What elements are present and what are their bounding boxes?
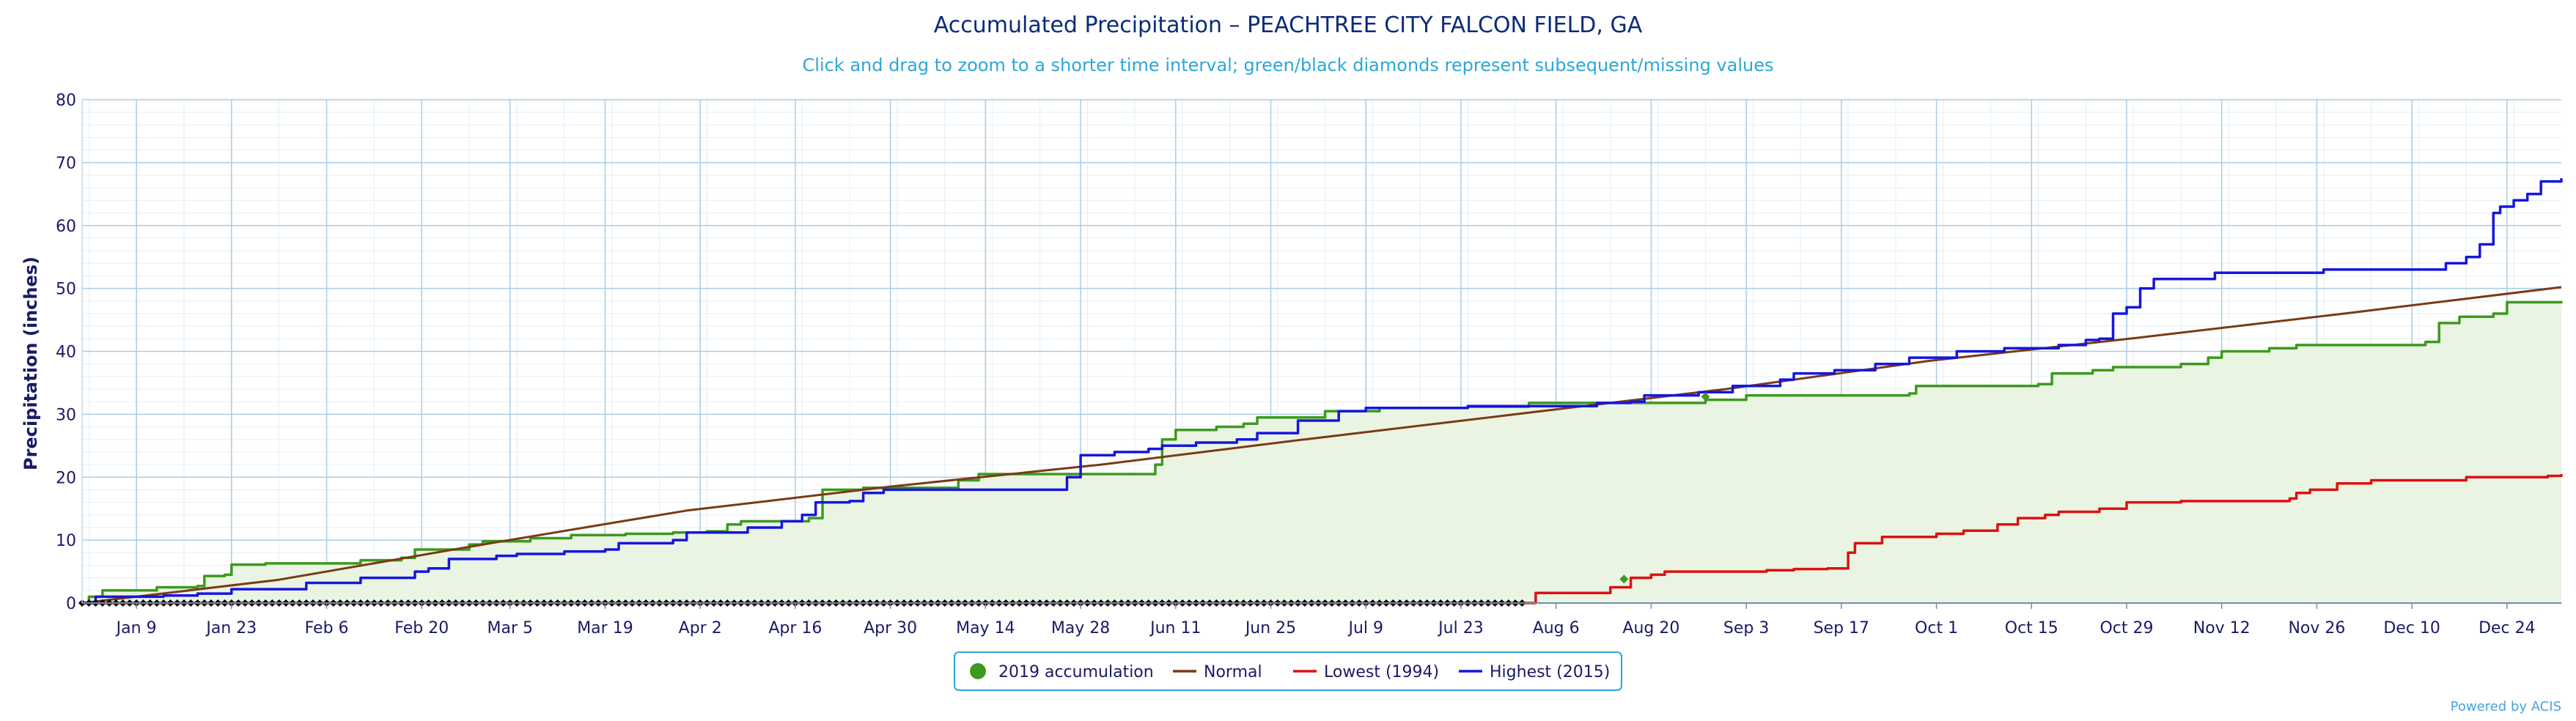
x-tick-label: Nov 12	[2193, 619, 2251, 637]
x-tick-label: Apr 30	[864, 619, 917, 637]
series-line-2019-accumulation[interactable]	[82, 300, 2563, 604]
legend-label: Normal	[1204, 663, 1262, 681]
x-tick-label: Jun 25	[1244, 619, 1296, 637]
x-tick-label: Oct 15	[2005, 619, 2058, 637]
y-tick-label: 50	[56, 281, 76, 299]
x-tick-label: Dec 24	[2479, 619, 2536, 637]
legend-items: 2019 accumulation Normal Lowest (1994) High…	[970, 663, 1610, 681]
legend-swatch-dot	[970, 663, 986, 679]
x-tick-label: Mar 5	[487, 619, 533, 637]
x-tick-label: Apr 16	[768, 619, 822, 637]
y-tick-label: 40	[56, 344, 76, 362]
x-tick-label: May 14	[956, 619, 1015, 637]
legend-label: Lowest (1994)	[1324, 663, 1439, 681]
series-line-normal[interactable]	[81, 286, 2562, 604]
legend-box	[954, 651, 1622, 691]
x-tick-label: Apr 2	[679, 619, 722, 637]
credit-text[interactable]: Powered by ACIS	[2451, 699, 2561, 714]
x-tick-label: Aug 6	[1533, 619, 1580, 637]
legend-item-highest-2015[interactable]: Highest (2015)	[1459, 663, 1610, 681]
y-tick-label: 10	[56, 532, 76, 550]
plot-area[interactable]	[78, 99, 2563, 607]
series-line-highest-2015[interactable]	[82, 178, 2563, 604]
y-tick-label: 30	[56, 406, 76, 424]
series-line-lowest-1994[interactable]	[82, 474, 2563, 604]
legend-item-normal[interactable]: Normal	[1173, 663, 1262, 681]
series-layer	[81, 178, 2563, 604]
axis-layer: 0 10 20 30 40 50 60 70 80 Jan 9 Jan 23 Feb 6 Feb 20 M…	[56, 92, 2561, 637]
x-tick-label: Jul 23	[1437, 619, 1484, 637]
y-tick-label: 70	[56, 155, 76, 173]
chart-title: Accumulated Precipitation – PEACHTREE CI…	[934, 12, 1643, 38]
y-tick-label: 80	[56, 92, 76, 110]
marker-layer	[78, 392, 1710, 607]
x-tick-label: Jun 11	[1149, 619, 1201, 637]
series-area-2019	[82, 300, 2561, 603]
x-tick-label: Jan 9	[115, 619, 157, 637]
x-tick-label: Oct 29	[2100, 619, 2153, 637]
x-tick-label: Mar 19	[577, 619, 633, 637]
x-tick-label: Oct 1	[1915, 619, 1958, 637]
x-tick-label: Sep 3	[1723, 619, 1769, 637]
y-tick-label: 0	[66, 595, 76, 613]
y-axis-label: Precipitation (inches)	[21, 256, 41, 470]
x-tick-label: Aug 20	[1622, 619, 1679, 637]
x-tick-label: Sep 17	[1814, 619, 1869, 637]
x-tick-label: Jan 23	[205, 619, 257, 637]
y-tick-label: 20	[56, 469, 76, 487]
legend-label: Highest (2015)	[1490, 663, 1610, 681]
x-tick-label: Feb 6	[305, 619, 349, 637]
x-tick-label: May 28	[1051, 619, 1110, 637]
legend-item-lowest-1994[interactable]: Lowest (1994)	[1293, 663, 1439, 681]
x-tick-label: Dec 10	[2383, 619, 2440, 637]
x-tick-label: Nov 26	[2288, 619, 2345, 637]
subsequent-value-marker	[1619, 574, 1629, 584]
y-tick-label: 60	[56, 218, 76, 236]
legend-item-2019-accumulation[interactable]: 2019 accumulation	[970, 663, 1154, 681]
x-tick-label: Feb 20	[394, 619, 449, 637]
legend: 2019 accumulation Normal Lowest (1994) High…	[954, 651, 1622, 691]
chart-subtitle: Click and drag to zoom to a shorter time…	[803, 55, 1774, 75]
subsequent-value-marker	[1701, 392, 1710, 402]
fill-layer	[82, 300, 2561, 603]
x-tick-label: Jul 9	[1347, 619, 1383, 637]
legend-label: 2019 accumulation	[998, 663, 1154, 681]
